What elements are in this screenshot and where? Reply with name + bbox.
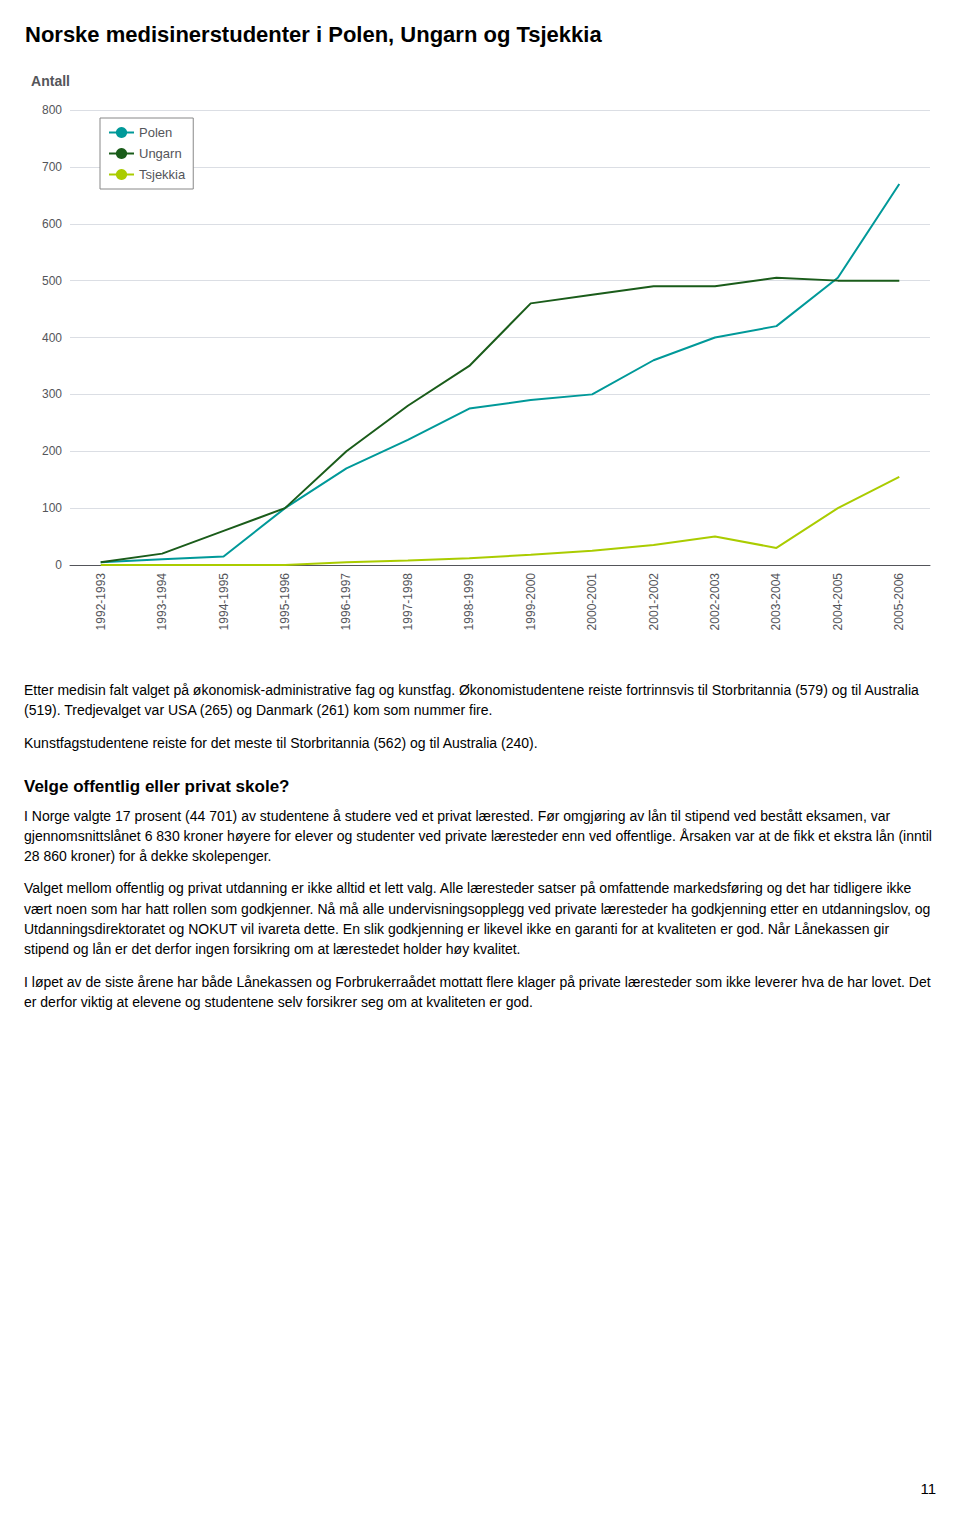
svg-text:Ungarn: Ungarn bbox=[139, 146, 182, 161]
svg-text:100: 100 bbox=[42, 501, 62, 515]
html-text:I løpet av de siste årene har: I løpet av de siste årene har både Lånek… bbox=[24, 973, 931, 1010]
svg-text:2002-2003: 2002-2003 bbox=[708, 573, 722, 631]
svg-text:600: 600 bbox=[42, 217, 62, 231]
svg-text:800: 800 bbox=[42, 103, 62, 117]
html-text:Velge offentlig eller privat s: Velge offentlig eller privat skole? bbox=[24, 776, 290, 796]
svg-text:1992-1993: 1992-1993 bbox=[94, 573, 108, 631]
svg-text:1999-2000: 1999-2000 bbox=[524, 573, 538, 631]
svg-text:500: 500 bbox=[42, 274, 62, 288]
svg-text:200: 200 bbox=[42, 444, 62, 458]
html-text:Valget mellom offentlig og pri: Valget mellom offentlig og privat utdann… bbox=[24, 880, 931, 958]
svg-text:2000-2001: 2000-2001 bbox=[585, 573, 599, 631]
svg-text:1995-1996: 1995-1996 bbox=[278, 573, 292, 631]
svg-text:Tsjekkia: Tsjekkia bbox=[139, 167, 186, 182]
svg-text:Norske medisinerstudenter i Po: Norske medisinerstudenter i Polen, Ungar… bbox=[25, 22, 602, 47]
svg-text:Antall: Antall bbox=[31, 73, 70, 89]
svg-text:1997-1998: 1997-1998 bbox=[401, 573, 415, 631]
svg-text:Polen: Polen bbox=[139, 125, 172, 140]
svg-text:1994-1995: 1994-1995 bbox=[217, 573, 231, 631]
svg-text:1993-1994: 1993-1994 bbox=[155, 573, 169, 631]
svg-text:700: 700 bbox=[42, 160, 62, 174]
svg-text:300: 300 bbox=[42, 387, 62, 401]
svg-text:2004-2005: 2004-2005 bbox=[831, 573, 845, 631]
svg-text:1996-1997: 1996-1997 bbox=[339, 573, 353, 631]
html-text:I Norge valgte 17 prosent (44: I Norge valgte 17 prosent (44 701) av st… bbox=[24, 807, 932, 865]
html-text:Etter medisin falt valget på ø: Etter medisin falt valget på økonomisk-a… bbox=[24, 682, 919, 719]
html-text:Kunstfagstudentene reiste for: Kunstfagstudentene reiste for det meste … bbox=[24, 734, 538, 751]
svg-text:2001-2002: 2001-2002 bbox=[647, 573, 661, 631]
svg-text:400: 400 bbox=[42, 331, 62, 345]
svg-text:1998-1999: 1998-1999 bbox=[462, 573, 476, 631]
html-text:11: 11 bbox=[920, 1480, 936, 1497]
svg-text:2005-2006: 2005-2006 bbox=[892, 573, 906, 631]
svg-text:0: 0 bbox=[55, 558, 62, 572]
svg-text:2003-2004: 2003-2004 bbox=[769, 573, 783, 631]
